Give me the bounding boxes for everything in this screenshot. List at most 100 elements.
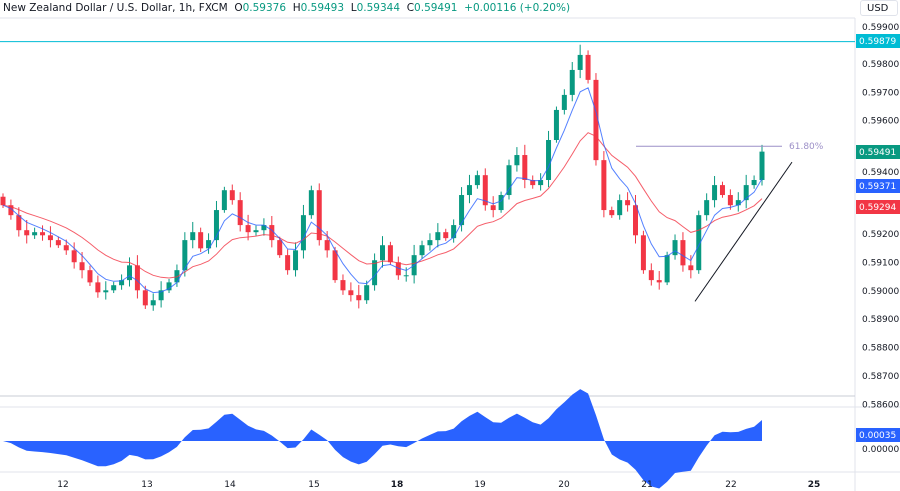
candle-body	[300, 215, 306, 251]
candle-body	[16, 215, 22, 231]
candle-body	[435, 232, 441, 241]
candle-body	[553, 109, 559, 141]
candle-body	[696, 215, 702, 271]
time-tick: 21	[641, 480, 652, 490]
fast-moving-average	[2, 87, 763, 294]
candle-body	[395, 262, 401, 276]
candle-body	[8, 205, 14, 216]
candle-body	[735, 200, 741, 206]
time-tick: 13	[141, 480, 152, 490]
candle-body	[142, 290, 148, 306]
candle-body	[585, 54, 591, 80]
candle-body	[316, 190, 322, 241]
candle-body	[609, 210, 615, 216]
candle-body	[119, 280, 125, 286]
symbol-header: New Zealand Dollar / U.S. Dollar, 1h, FX…	[3, 0, 570, 16]
osc-zero-tick: 0.00000	[862, 445, 899, 455]
candle-body	[633, 205, 638, 236]
candle-body	[427, 240, 433, 246]
candle-body	[213, 210, 219, 241]
symbol-title: New Zealand Dollar / U.S. Dollar, 1h, FX…	[3, 2, 228, 14]
price-tick: 0.58600	[862, 400, 899, 410]
candle-body	[498, 195, 504, 211]
close-label: C	[406, 2, 415, 14]
candle-body	[71, 250, 77, 263]
candle-body	[751, 179, 757, 186]
close-value: 0.59491	[414, 2, 458, 14]
candle-body	[269, 225, 275, 241]
price-tick: 0.58900	[862, 315, 899, 325]
candle-body	[103, 290, 109, 293]
candle-body	[198, 232, 204, 249]
oscillator-area	[3, 389, 762, 489]
candle-body	[514, 155, 520, 166]
candle-body	[206, 240, 212, 249]
candle-body	[253, 230, 259, 233]
candle-body	[237, 200, 243, 226]
candle-body	[538, 179, 544, 186]
time-tick: 25	[808, 480, 821, 490]
candle-body	[324, 240, 330, 251]
candle-body	[293, 250, 299, 271]
candle-body	[490, 205, 496, 211]
price-tick: 0.58800	[862, 344, 899, 354]
last-price-label: 0.59491	[859, 148, 896, 158]
candle-body	[24, 230, 30, 236]
candle-body	[387, 245, 393, 263]
candle-body	[261, 225, 267, 231]
candle-body	[340, 280, 346, 291]
candle-body	[672, 240, 678, 256]
candle-body	[719, 185, 725, 196]
candle-body	[158, 290, 164, 301]
candle-body	[593, 79, 599, 161]
time-tick: 22	[725, 480, 736, 490]
candle-body	[712, 185, 718, 201]
candle-body	[451, 225, 457, 239]
candle-body	[127, 265, 132, 281]
candle-body	[190, 232, 196, 241]
price-tick: 0.59700	[862, 88, 899, 98]
candle-body	[0, 196, 6, 206]
candle-body	[403, 275, 409, 277]
candle-body	[546, 140, 552, 180]
price-tick: 0.59000	[862, 287, 899, 297]
trendline[interactable]	[694, 161, 793, 302]
candle-body	[577, 54, 583, 70]
candle-body	[640, 235, 646, 271]
price-tick: 0.59900	[862, 23, 899, 33]
time-tick: 20	[558, 480, 570, 490]
candle-body	[348, 290, 354, 296]
candle-body	[688, 265, 694, 271]
candle-body	[569, 69, 575, 95]
candle-body	[561, 94, 567, 110]
fast-ma-label: 0.59371	[859, 182, 896, 192]
price-tick: 0.59800	[862, 60, 899, 70]
time-tick: 18	[391, 480, 404, 490]
fib-label: 61.80%	[789, 142, 824, 152]
candle-body	[506, 165, 512, 196]
candle-body	[229, 190, 235, 201]
oscillator-value-label: 0.00035	[859, 431, 896, 441]
candle-body	[372, 260, 378, 286]
candle-body	[79, 262, 85, 271]
candle-body	[182, 240, 188, 271]
candle-body	[680, 240, 686, 266]
candle-body	[474, 175, 480, 186]
candle-body	[664, 255, 670, 283]
time-tick: 12	[57, 480, 68, 490]
last-price-label-bg	[856, 145, 900, 159]
oscillator-value-label-bg	[856, 428, 900, 442]
candle-body	[522, 155, 528, 180]
candle-body	[285, 255, 291, 271]
candle-body	[617, 200, 623, 216]
high-label: H	[292, 2, 301, 14]
candle-body	[63, 245, 69, 251]
currency-button[interactable]: USD	[860, 0, 898, 16]
time-tick: 19	[474, 480, 486, 490]
candle-body	[356, 295, 362, 301]
candle-body	[625, 200, 631, 206]
candle-body	[277, 240, 283, 256]
high-value: 0.59493	[300, 2, 345, 14]
candle-body	[704, 200, 710, 216]
